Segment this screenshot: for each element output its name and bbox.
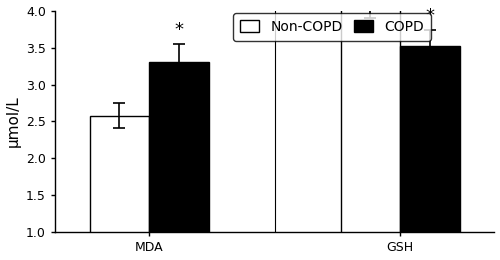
Y-axis label: μmol/L: μmol/L — [6, 96, 20, 147]
Text: *: * — [174, 21, 184, 40]
Legend: Non-COPD, COPD: Non-COPD, COPD — [233, 13, 431, 41]
Bar — [340, 0, 400, 232]
Bar — [400, 46, 460, 232]
Bar — [90, 115, 149, 232]
Text: *: * — [426, 7, 434, 25]
Bar — [149, 62, 209, 232]
